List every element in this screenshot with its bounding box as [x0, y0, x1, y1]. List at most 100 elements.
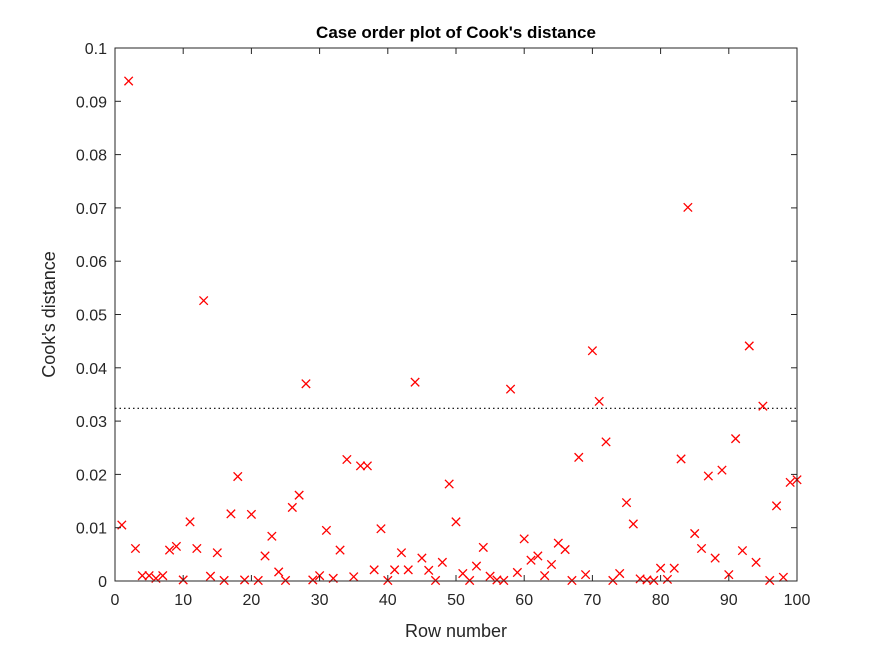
- marker-stroke: [349, 572, 359, 582]
- marker-stroke: [512, 567, 523, 578]
- x-tick-label: 10: [174, 592, 192, 609]
- marker-stroke: [123, 76, 134, 86]
- marker-stroke: [185, 517, 195, 527]
- data-point-97: [771, 501, 782, 511]
- marker-stroke: [628, 519, 638, 529]
- data-point-80: [655, 563, 666, 573]
- data-point-12: [192, 543, 202, 554]
- data-point-43: [403, 565, 413, 575]
- marker-stroke: [696, 543, 707, 554]
- y-tick-label: 0.09: [76, 94, 107, 111]
- marker-stroke: [321, 525, 332, 536]
- marker-stroke: [287, 502, 297, 513]
- marker-stroke: [478, 542, 488, 553]
- marker-stroke: [683, 202, 693, 213]
- data-point-39: [376, 524, 386, 534]
- marker-stroke: [444, 479, 454, 489]
- data-point-34: [342, 454, 352, 465]
- marker-stroke: [389, 565, 400, 575]
- marker-stroke: [737, 545, 748, 556]
- y-tick-label: 0.01: [76, 521, 107, 538]
- data-point-54: [478, 542, 488, 553]
- marker-stroke: [765, 575, 775, 586]
- x-tick-label: 90: [720, 592, 738, 609]
- marker-stroke: [396, 548, 407, 558]
- marker-stroke: [233, 471, 243, 482]
- marker-stroke: [567, 575, 577, 586]
- marker-stroke: [519, 534, 529, 544]
- data-point-81: [662, 574, 673, 585]
- data-point-27: [294, 490, 304, 500]
- data-point-24: [274, 567, 284, 577]
- data-point-82: [669, 563, 679, 573]
- y-tick-label: 0.04: [76, 361, 107, 378]
- data-point-59: [512, 567, 523, 578]
- data-point-11: [185, 517, 195, 527]
- y-tick-label: 0.1: [85, 41, 107, 58]
- data-point-47: [430, 575, 441, 586]
- marker-stroke: [744, 341, 754, 351]
- marker-stroke: [601, 437, 611, 447]
- y-tick-label: 0: [98, 574, 107, 591]
- data-point-41: [389, 565, 400, 575]
- marker-stroke: [451, 517, 461, 527]
- marker-stroke: [280, 575, 291, 586]
- data-point-63: [540, 571, 550, 581]
- marker-stroke: [499, 575, 509, 586]
- marker-stroke: [342, 454, 352, 465]
- marker-stroke: [362, 461, 372, 471]
- data-point-94: [751, 557, 761, 568]
- marker-stroke: [785, 477, 795, 488]
- data-point-26: [287, 502, 297, 513]
- data-point-87: [703, 471, 713, 481]
- data-point-38: [369, 565, 379, 575]
- marker-stroke: [376, 524, 386, 534]
- data-point-15: [212, 548, 222, 558]
- data-point-89: [717, 465, 727, 475]
- marker-stroke: [587, 346, 598, 356]
- marker-stroke: [219, 575, 229, 586]
- x-axis-label: Row number: [405, 621, 507, 641]
- data-point-58: [505, 384, 516, 394]
- marker-stroke: [546, 559, 557, 570]
- data-point-72: [601, 437, 611, 447]
- data-point-23: [267, 531, 277, 541]
- data-point-42: [396, 548, 407, 558]
- data-point-53: [471, 561, 482, 571]
- x-tick-label: 40: [379, 592, 397, 609]
- marker-stroke: [717, 465, 727, 475]
- marker-layer: [117, 76, 802, 586]
- marker-stroke: [205, 571, 216, 581]
- data-point-86: [696, 543, 707, 554]
- data-point-96: [765, 575, 775, 586]
- marker-stroke: [724, 569, 734, 580]
- marker-stroke: [594, 396, 604, 407]
- marker-stroke: [239, 575, 250, 585]
- marker-stroke: [540, 571, 550, 581]
- data-point-37: [362, 461, 372, 471]
- y-axis-label: Cook's distance: [39, 251, 59, 378]
- marker-stroke: [192, 543, 202, 554]
- data-point-61: [526, 555, 536, 565]
- data-point-35: [349, 572, 359, 582]
- marker-stroke: [355, 461, 366, 471]
- data-point-29: [308, 575, 318, 585]
- data-point-88: [710, 553, 720, 563]
- marker-stroke: [574, 452, 584, 463]
- marker-stroke: [226, 509, 236, 519]
- data-point-64: [546, 559, 557, 570]
- marker-stroke: [505, 384, 516, 394]
- marker-stroke: [676, 454, 686, 464]
- marker-stroke: [662, 574, 673, 585]
- marker-stroke: [417, 553, 427, 563]
- marker-stroke: [130, 543, 141, 554]
- marker-stroke: [158, 571, 168, 581]
- marker-stroke: [710, 553, 720, 563]
- marker-stroke: [553, 538, 563, 548]
- marker-stroke: [771, 501, 782, 511]
- data-point-79: [649, 575, 659, 586]
- data-point-66: [560, 544, 570, 555]
- data-point-55: [485, 571, 495, 581]
- marker-stroke: [669, 563, 679, 573]
- y-tick-label: 0.03: [76, 414, 107, 431]
